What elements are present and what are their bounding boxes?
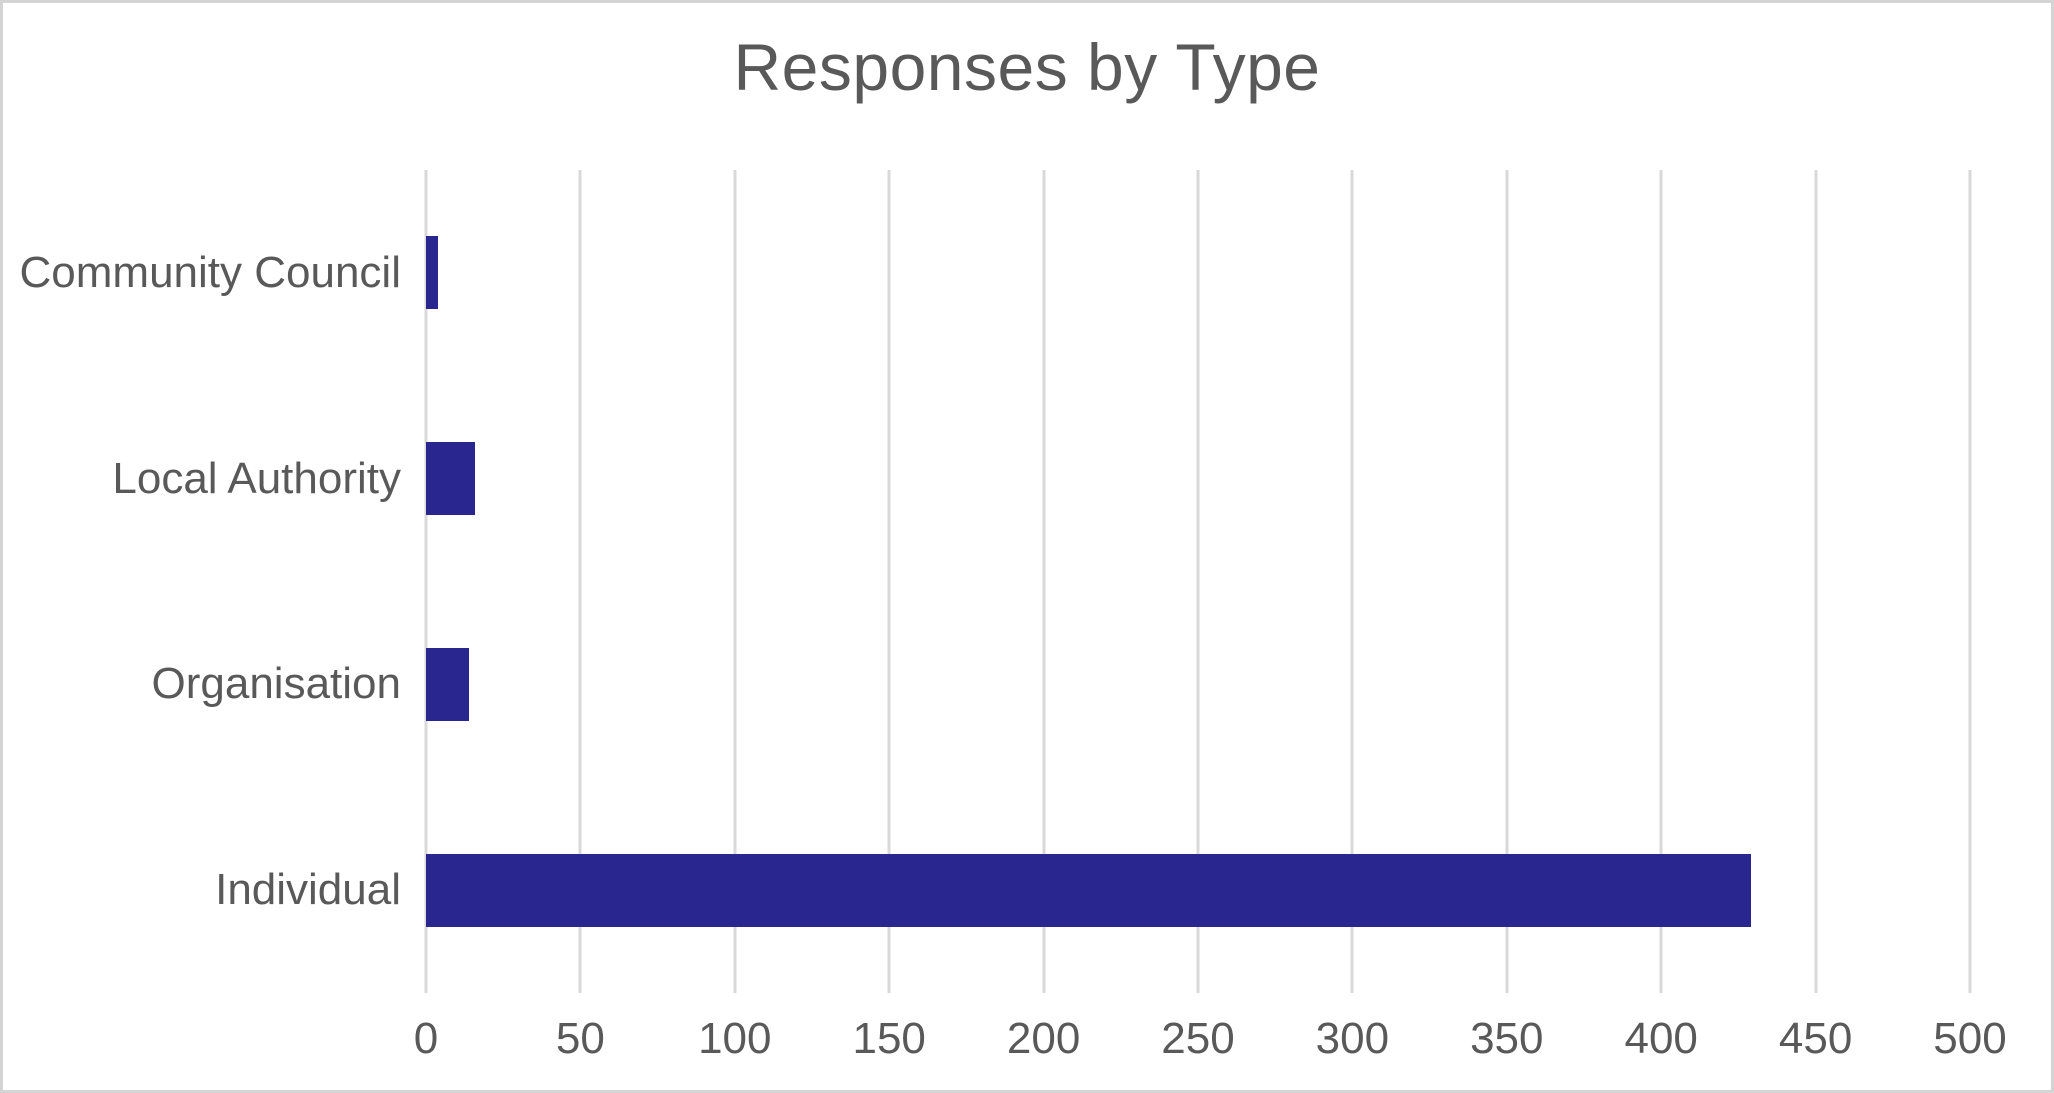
bar-organisation [426, 647, 470, 721]
gridline-x-500 [1968, 170, 1972, 993]
x-tick-label-400: 400 [1624, 1014, 1698, 1063]
category-axis-labels: Community Council Local Authority Organisa… [9, 170, 401, 993]
bar-row [426, 376, 1970, 582]
gridline-x-450 [1814, 170, 1818, 993]
value-axis-tick-labels: 0 50 100 150 200 250 300 350 400 450 500 [414, 1011, 2007, 1071]
bar-row [426, 170, 1970, 376]
category-label-community-council: Community Council [19, 247, 401, 297]
bar-community-council [426, 236, 439, 310]
plot-area [424, 170, 1972, 993]
chart-title: Responses by Type [733, 30, 1321, 104]
x-tick-label-150: 150 [852, 1014, 926, 1063]
bar-row [426, 787, 1970, 993]
gridline-x-400 [1659, 170, 1663, 993]
category-label-individual: Individual [215, 865, 401, 915]
category-label-organisation: Organisation [151, 659, 401, 709]
gridline-x-150 [887, 170, 891, 993]
gridline-x-250 [1196, 170, 1200, 993]
x-tick-label-300: 300 [1315, 1014, 1390, 1063]
gridline-x-300 [1350, 170, 1354, 993]
x-tick-label-100: 100 [698, 1014, 772, 1063]
gridline-x-350 [1505, 170, 1509, 993]
bar-individual [426, 853, 1751, 927]
x-tick-label-0: 0 [413, 1014, 439, 1063]
gridline-x-50 [578, 170, 582, 993]
gridline-x-100 [733, 170, 737, 993]
bar-local-authority [426, 442, 476, 516]
gridline-x-0 [424, 170, 428, 993]
bar-row [426, 582, 1970, 788]
x-tick-label-450: 450 [1778, 1014, 1853, 1063]
x-tick-label-500: 500 [1933, 1014, 2007, 1063]
x-tick-label-350: 350 [1470, 1014, 1544, 1063]
category-label-local-authority: Local Authority [112, 453, 401, 503]
x-tick-label-250: 250 [1161, 1014, 1235, 1063]
x-tick-label-50: 50 [555, 1014, 605, 1063]
x-tick-label-200: 200 [1006, 1014, 1081, 1063]
gridline-x-200 [1042, 170, 1046, 993]
bar-series [426, 170, 1970, 993]
